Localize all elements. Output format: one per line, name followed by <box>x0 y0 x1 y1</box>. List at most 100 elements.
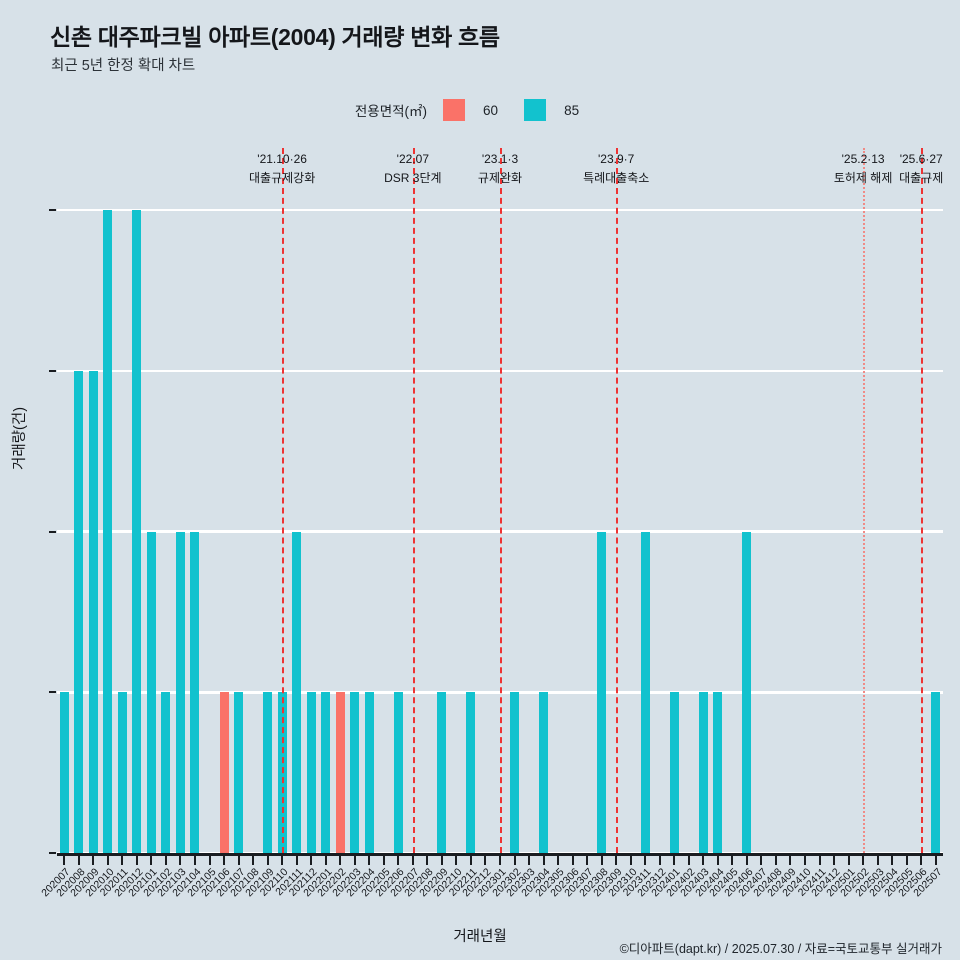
x-tick-mark <box>557 856 560 865</box>
x-tick-mark <box>295 856 298 865</box>
x-tick-mark <box>629 856 632 865</box>
x-tick-mark <box>411 856 414 865</box>
chart-bar[interactable] <box>713 692 723 853</box>
x-tick-mark <box>469 856 472 865</box>
chart-bar[interactable] <box>306 692 316 853</box>
page-title: 신촌 대주파크빌 아파트(2004) 거래량 변화 흐름 <box>50 24 500 50</box>
event-label: DSR 3단계 <box>384 171 442 185</box>
x-tick-mark <box>789 856 792 865</box>
event-date: '23.9·7 <box>598 152 635 166</box>
x-tick-mark <box>77 856 80 865</box>
x-tick-mark <box>891 856 894 865</box>
x-tick-mark <box>528 856 531 865</box>
x-tick-mark <box>760 856 763 865</box>
event-label: 규제완화 <box>477 171 523 185</box>
chart-bar[interactable] <box>393 692 403 853</box>
x-tick-mark <box>542 856 545 865</box>
x-tick-mark <box>876 856 879 865</box>
x-tick-mark <box>368 856 371 865</box>
chart-bar[interactable] <box>335 692 345 853</box>
event-date: '22.07 <box>396 152 429 166</box>
x-tick-mark <box>586 856 589 865</box>
event-marker-line <box>616 148 619 853</box>
event-annotation: '23.1·3 규제완화 <box>478 150 522 188</box>
x-tick-mark <box>818 856 821 865</box>
event-label: 대출규제강화 <box>249 171 316 185</box>
chart-bar[interactable] <box>350 692 360 853</box>
chart-bar[interactable] <box>466 692 476 853</box>
chart-bar[interactable] <box>88 370 98 853</box>
event-annotation: '23.9·7 특례대출축소 <box>583 150 649 188</box>
x-tick-mark <box>266 856 269 865</box>
event-annotation: '22.07 DSR 3단계 <box>384 150 441 188</box>
x-tick-mark <box>223 856 226 865</box>
chart-bar[interactable] <box>161 692 171 853</box>
chart-bar[interactable] <box>292 531 302 853</box>
x-tick-mark <box>600 856 603 865</box>
legend-label-85: 85 <box>564 102 580 118</box>
x-tick-mark <box>150 856 153 865</box>
x-tick-mark <box>92 856 95 865</box>
legend-label-60: 60 <box>483 102 499 118</box>
x-tick-mark <box>179 856 182 865</box>
event-label: 특례대출축소 <box>583 171 650 185</box>
x-tick-mark <box>281 856 284 865</box>
event-label: 토허제 해제 <box>833 171 893 185</box>
event-date: '25.6·27 <box>899 152 943 166</box>
x-tick-mark <box>426 856 429 865</box>
chart-bar[interactable] <box>742 531 752 853</box>
chart-bar[interactable] <box>640 531 650 853</box>
x-tick-mark <box>324 856 327 865</box>
legend-item-60[interactable]: 60 <box>443 99 524 121</box>
chart-bar[interactable] <box>437 692 447 853</box>
event-annotation: '25.2·13 토허제 해제 <box>834 150 893 188</box>
x-tick-mark <box>804 856 807 865</box>
x-tick-mark <box>687 856 690 865</box>
chart-bar[interactable] <box>117 692 127 853</box>
chart-bar[interactable] <box>234 692 244 853</box>
x-tick-mark <box>862 856 865 865</box>
chart-bar[interactable] <box>190 531 200 853</box>
event-label: 대출규제 <box>899 171 944 185</box>
x-tick-mark <box>615 856 618 865</box>
x-tick-mark <box>135 856 138 865</box>
chart-bar[interactable] <box>219 692 229 853</box>
chart-bar[interactable] <box>132 210 142 853</box>
chart-bar[interactable] <box>146 531 156 853</box>
chart-bar[interactable] <box>698 692 708 853</box>
chart-bar[interactable] <box>931 692 941 853</box>
chart-bar[interactable] <box>597 531 607 853</box>
event-marker-line <box>500 148 502 853</box>
event-date: '25.2·13 <box>841 152 885 166</box>
chart-bar[interactable] <box>59 692 69 853</box>
x-tick-mark <box>237 856 240 865</box>
chart-bar[interactable] <box>510 692 520 853</box>
x-axis <box>57 853 943 865</box>
x-tick-mark <box>513 856 516 865</box>
chart-bar[interactable] <box>364 692 374 853</box>
chart-bar[interactable] <box>539 692 549 853</box>
chart-bar[interactable] <box>103 210 113 853</box>
legend-title: 전용면적(㎡) <box>354 104 428 119</box>
chart-bar[interactable] <box>175 531 185 853</box>
x-tick-mark <box>440 856 443 865</box>
x-tick-mark <box>353 856 356 865</box>
x-tick-mark <box>716 856 719 865</box>
event-marker-line <box>921 148 924 853</box>
legend-swatch-85 <box>524 99 547 121</box>
event-marker-line <box>282 148 285 853</box>
chart-bar[interactable] <box>669 692 679 853</box>
x-tick-mark <box>193 856 196 865</box>
chart-bar[interactable] <box>263 692 273 853</box>
chart-legend: 전용면적(㎡) 60 85 <box>0 99 960 121</box>
chart-bar[interactable] <box>321 692 331 853</box>
event-annotation: '25.6·27 대출규제 <box>899 150 943 188</box>
x-tick-mark <box>745 856 748 865</box>
x-tick-mark <box>339 856 342 865</box>
chart-bar[interactable] <box>74 370 84 853</box>
legend-item-85[interactable]: 85 <box>524 99 605 121</box>
x-tick-mark <box>484 856 487 865</box>
x-tick-mark <box>121 856 124 865</box>
x-tick-mark <box>382 856 385 865</box>
